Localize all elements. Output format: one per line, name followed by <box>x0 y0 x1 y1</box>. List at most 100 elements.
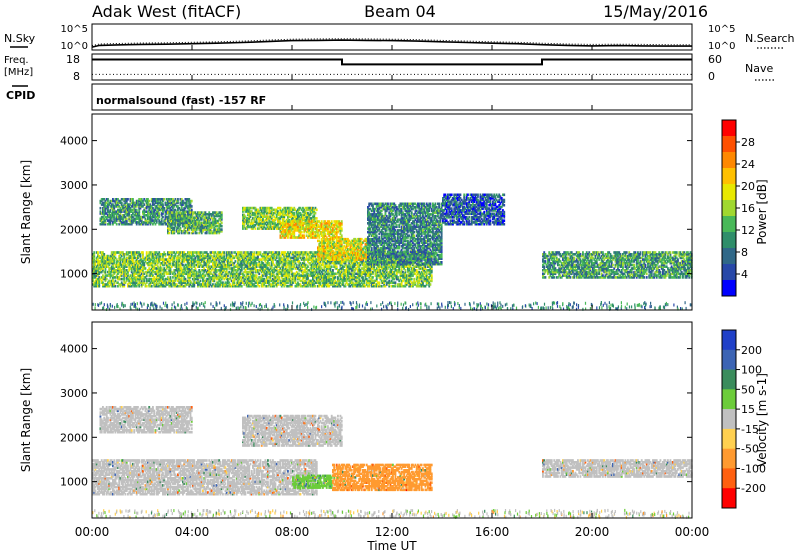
data-cell <box>107 198 109 201</box>
nsky-label: N.Sky <box>4 32 36 45</box>
data-cell <box>231 251 233 254</box>
data-cell <box>185 211 187 214</box>
data-cell <box>148 200 150 203</box>
data-cell <box>168 232 170 235</box>
data-cell <box>235 260 237 263</box>
data-cell <box>121 202 123 205</box>
data-cell <box>258 273 260 276</box>
data-cell <box>253 251 255 254</box>
data-cell <box>127 198 129 201</box>
data-cell <box>163 207 165 210</box>
data-cell <box>180 211 182 214</box>
data-cell <box>103 253 105 256</box>
data-cell <box>425 265 427 268</box>
data-cell <box>191 200 193 203</box>
data-cell <box>431 274 433 277</box>
data-cell <box>191 205 193 208</box>
data-cell <box>241 285 243 288</box>
freq-label-line1: Freq. <box>4 55 29 66</box>
data-cell <box>170 276 172 279</box>
data-cell <box>158 212 160 215</box>
data-cell <box>100 207 102 210</box>
freq-tick-low: 8 <box>73 70 80 83</box>
data-cell <box>180 227 182 230</box>
data-cell <box>176 211 178 214</box>
data-cell <box>296 264 298 267</box>
data-cell <box>143 203 145 206</box>
data-cell <box>200 280 202 283</box>
data-cell <box>126 218 128 221</box>
data-cell <box>307 265 309 268</box>
beam-title: Beam 04 <box>364 2 436 21</box>
data-cell <box>260 251 262 254</box>
data-cell <box>221 222 223 225</box>
data-cell <box>195 267 197 270</box>
data-cell <box>335 276 337 279</box>
data-cell <box>430 283 432 286</box>
data-cell <box>146 285 148 288</box>
data-cell <box>142 251 144 254</box>
data-cell <box>405 269 407 272</box>
data-cell <box>97 251 99 254</box>
noise-tick-low-right: 10^0 <box>708 41 735 52</box>
freq-tick-high: 18 <box>66 53 80 66</box>
data-cell <box>163 198 165 201</box>
data-cell <box>171 223 173 226</box>
data-cell <box>151 285 153 288</box>
data-cell <box>93 251 95 254</box>
data-cell <box>196 232 198 235</box>
data-cell <box>411 278 413 281</box>
data-cell <box>106 278 108 281</box>
freq-label-line2: [MHz] <box>4 67 33 78</box>
data-cell <box>258 285 260 288</box>
station-title: Adak West (fitACF) <box>92 2 241 21</box>
data-cell <box>191 209 193 212</box>
data-cell <box>278 251 280 254</box>
cpid-label: CPID <box>6 89 35 102</box>
data-cell <box>162 216 164 219</box>
data-cell <box>256 274 258 277</box>
noise-tick-high-left: 10^5 <box>61 24 88 35</box>
data-cell <box>278 276 280 279</box>
data-cell <box>381 285 383 288</box>
data-cell <box>162 203 164 206</box>
cpid-text: normalsound (fast) -157 RF <box>96 94 266 107</box>
data-cell <box>145 267 147 270</box>
data-cell <box>431 265 433 268</box>
data-cell <box>372 276 374 279</box>
data-cell <box>167 220 169 223</box>
data-cell <box>221 211 223 214</box>
nave-tick-high: 60 <box>708 53 722 66</box>
data-cell <box>132 198 134 201</box>
data-cell <box>221 225 223 228</box>
nsearch-label: N.Search <box>745 32 795 45</box>
data-cell <box>223 251 225 254</box>
data-cell <box>268 262 270 265</box>
data-cell <box>115 285 117 288</box>
noise-tick-low-left: 10^0 <box>61 41 88 52</box>
data-cell <box>397 276 399 279</box>
date-title: 15/May/2016 <box>603 2 708 21</box>
data-cell <box>116 223 118 226</box>
data-cell <box>332 269 334 272</box>
freq-series-line <box>92 60 692 65</box>
data-cell <box>136 209 138 212</box>
data-cell <box>378 281 380 284</box>
data-cell <box>413 278 415 281</box>
data-cell <box>331 265 333 268</box>
nave-tick-low: 0 <box>708 70 715 83</box>
data-cell <box>362 276 364 279</box>
power-data-layer <box>92 194 693 312</box>
data-cell <box>336 265 338 268</box>
data-cell <box>241 251 243 254</box>
data-cell <box>221 228 223 231</box>
nave-label: Nave <box>745 62 773 75</box>
data-cell <box>395 281 397 284</box>
noise-tick-high-right: 10^5 <box>708 24 735 35</box>
data-cell <box>315 285 317 288</box>
data-cell <box>146 251 148 254</box>
data-cell <box>188 232 190 235</box>
data-cell <box>177 198 179 201</box>
